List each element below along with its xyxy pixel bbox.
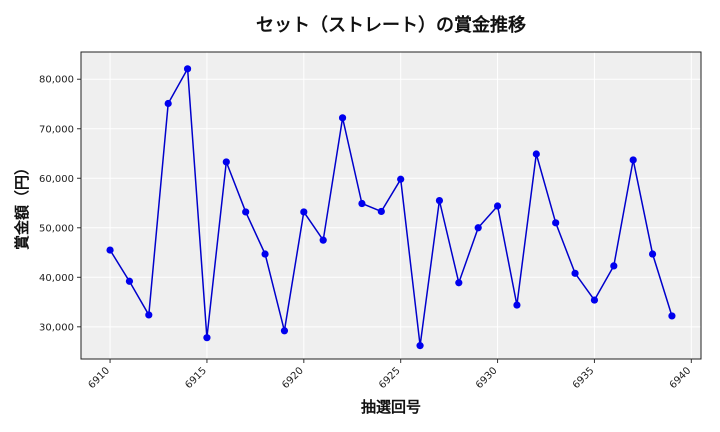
data-point [377,207,385,216]
data-point [474,224,482,232]
series-line [109,66,673,346]
data-point [455,279,463,287]
y-tick-label: 70,000 [39,124,74,135]
chart-title: セット（ストレート）の賞金推移 [256,14,526,36]
data-points [106,65,676,350]
data-point [416,342,424,350]
y-tick-label: 80,000 [39,75,74,86]
data-point [532,150,540,158]
data-point [358,199,366,208]
data-point [242,208,250,216]
data-point [629,156,637,164]
y-axis-label: 賞金額（円） [13,160,31,250]
data-point [552,219,560,227]
data-point [300,208,308,216]
data-point [203,334,211,342]
data-point [125,277,134,285]
y-tick-label: 30,000 [39,322,74,333]
data-point [397,175,405,183]
y-tick-label: 40,000 [39,273,74,284]
data-point [106,246,114,254]
data-point [590,296,599,304]
data-point [668,312,676,320]
y-tick-label: 60,000 [39,174,74,185]
data-point [610,262,618,270]
data-point [493,202,502,210]
data-point [183,65,192,73]
data-point [280,327,289,335]
data-point [435,196,444,205]
data-point [571,269,579,277]
data-point [338,114,347,122]
data-point [222,158,230,166]
plot-area [81,52,701,359]
data-point [145,311,153,319]
data-point [513,301,521,309]
y-tick-label: 50,000 [39,223,74,234]
data-point [261,250,269,258]
data-point [319,236,327,244]
plot-frame [80,51,702,360]
data-point [648,250,657,258]
y-axis: 30,000 40,000 50,000 60,000 70,000 80,000 [39,75,81,333]
data-point [164,99,172,108]
x-axis-label: 抽選回号 [361,398,421,416]
